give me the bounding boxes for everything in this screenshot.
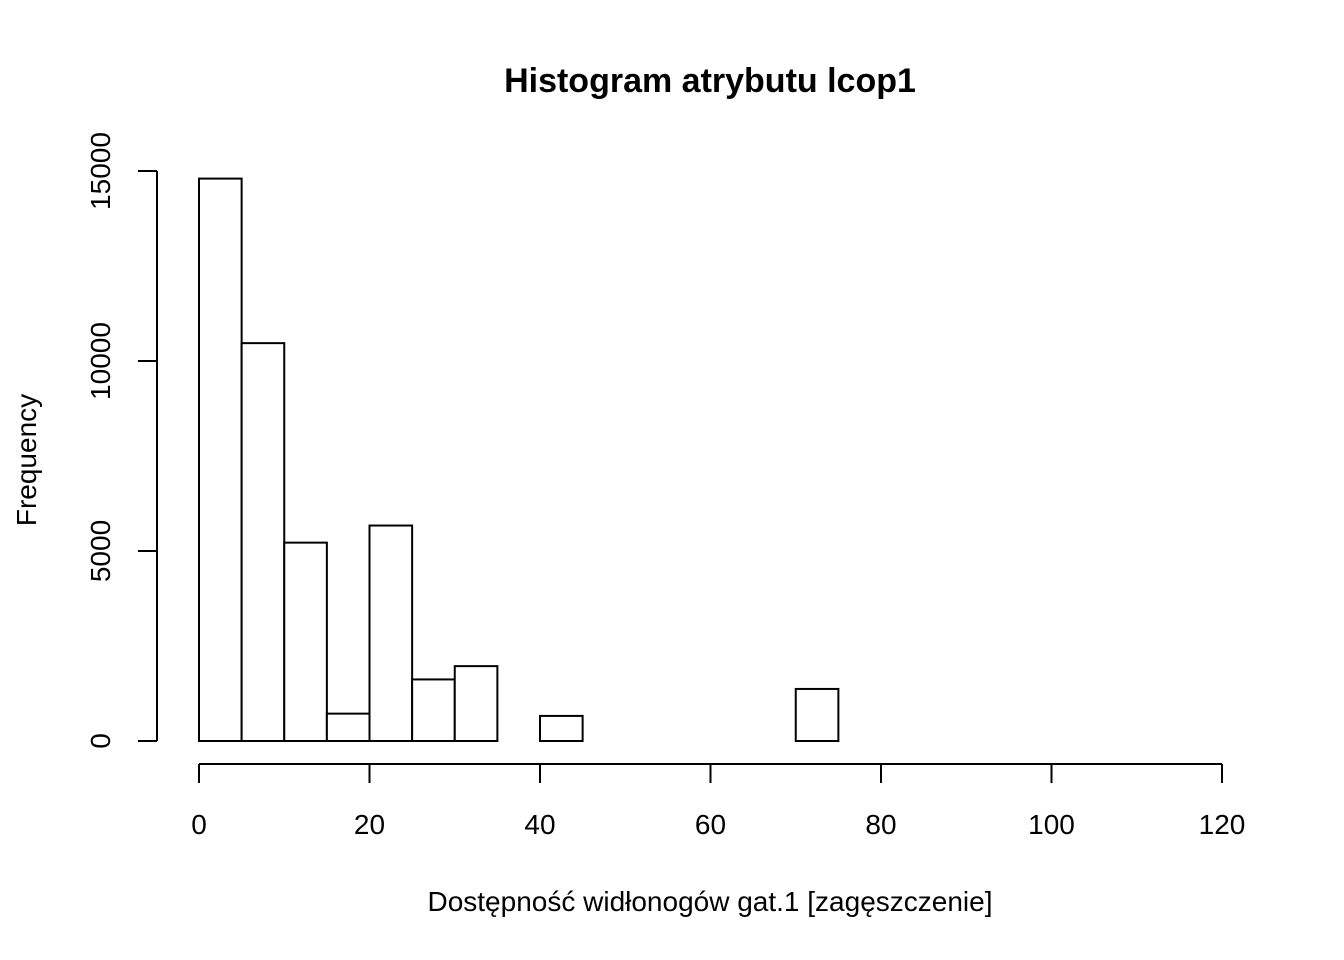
- x-tick-label-4: 80: [865, 809, 896, 840]
- x-tick-label-0: 0: [191, 809, 207, 840]
- chart-title: Histogram atrybutu lcop1: [504, 62, 916, 100]
- histogram-bar-0: [198, 177, 243, 743]
- y-tick-label-3: 15000: [85, 132, 116, 210]
- histogram-bar-6: [453, 665, 499, 743]
- x-tick-label-3: 60: [695, 809, 726, 840]
- x-axis-label: Dostępność widłonogów gat.1 [zagęszczeni…: [427, 886, 992, 917]
- histogram-bar-14: [794, 687, 840, 743]
- histogram-bar-5: [411, 678, 456, 743]
- histogram-bar-8: [539, 714, 584, 742]
- y-tick-label-1: 5000: [85, 520, 116, 582]
- x-tick-label-1: 20: [354, 809, 385, 840]
- x-axis: 0 20 40 60 80 100 120: [191, 763, 1246, 840]
- histogram-bar-2: [283, 541, 328, 743]
- y-tick-label-2: 10000: [85, 322, 116, 400]
- histogram-bars: [198, 177, 840, 743]
- x-tick-label-2: 40: [524, 809, 555, 840]
- x-tick-label-5: 100: [1028, 809, 1075, 840]
- y-axis-label: Frequency: [11, 394, 42, 526]
- y-axis: 0 5000 10000 15000: [85, 132, 158, 749]
- y-tick-label-0: 0: [85, 733, 116, 749]
- histogram-bar-4: [368, 524, 414, 742]
- histogram-bar-3: [325, 712, 371, 743]
- histogram-bar-1: [240, 342, 286, 742]
- x-tick-label-6: 120: [1199, 809, 1246, 840]
